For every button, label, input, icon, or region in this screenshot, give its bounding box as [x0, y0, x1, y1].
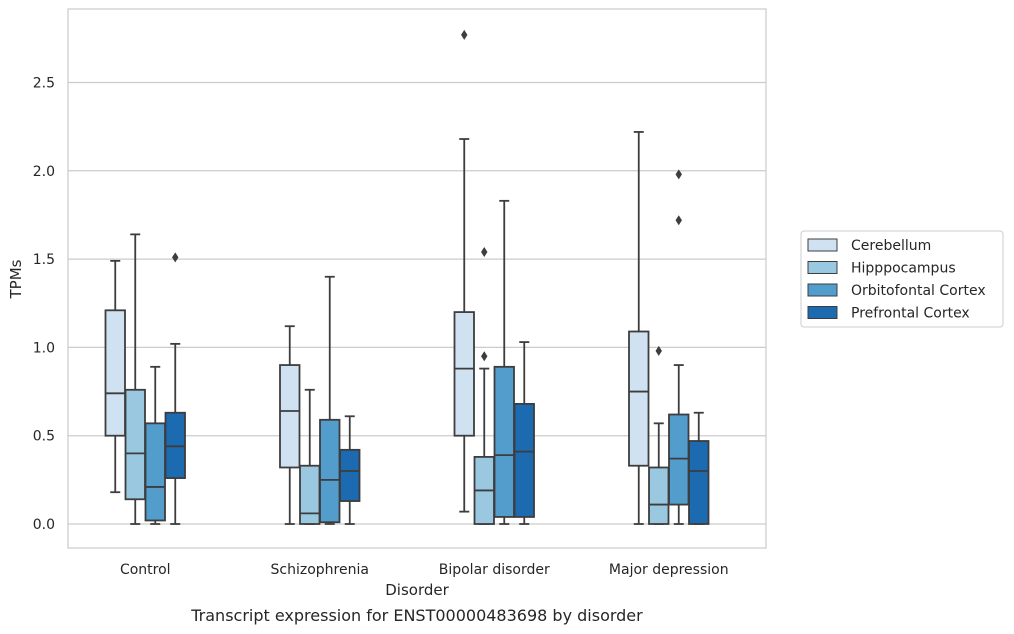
box-iqr — [299, 464, 321, 525]
outlier-point — [675, 215, 682, 226]
outlier-point — [481, 351, 488, 362]
box-hipppocampus — [648, 345, 670, 525]
legend-label: Cerebellum — [851, 238, 931, 254]
box-iqr — [104, 309, 126, 437]
y-tick-label: 1.5 — [33, 252, 55, 268]
box-iqr — [124, 388, 146, 501]
box-groups — [104, 29, 710, 525]
box-iqr — [453, 311, 475, 437]
box-iqr — [493, 365, 515, 518]
x-tick-label: Bipolar disorder — [439, 562, 550, 578]
box-iqr — [648, 466, 670, 525]
outlier-point — [461, 29, 468, 40]
outlier-point — [655, 345, 662, 356]
legend-label: Orbitofontal Cortex — [851, 283, 986, 299]
box-orbitofontal-cortex — [668, 169, 690, 525]
box-orbitofontal-cortex — [144, 365, 166, 525]
box-cerebellum — [453, 29, 475, 513]
plot-frame — [67, 8, 767, 549]
box-cerebellum — [104, 259, 126, 494]
legend-label: Hipppocampus — [851, 261, 956, 277]
box-iqr — [513, 403, 535, 518]
legend-swatch — [807, 238, 838, 252]
legend: Cerebellum Hipppocampus Orbitofontal Corte… — [800, 230, 1004, 328]
y-tick-label: 0.5 — [33, 429, 55, 445]
box-iqr — [339, 448, 361, 502]
y-axis-title: TPMs — [7, 259, 25, 299]
box-prefrontal-cortex — [164, 252, 186, 525]
box-iqr — [319, 418, 341, 524]
legend-swatch — [807, 261, 838, 274]
outlier-point — [675, 169, 682, 180]
x-axis-title: Disorder — [385, 581, 449, 599]
box-prefrontal-cortex — [339, 415, 361, 525]
legend-swatch — [807, 283, 838, 297]
legend-swatch — [807, 306, 838, 319]
chart-caption: Transcript expression for ENST0000048369… — [191, 606, 643, 625]
x-tick-label: Schizophrenia — [271, 562, 369, 578]
box-iqr — [279, 364, 301, 469]
x-axis-ticks: Control Schizophrenia Bipolar disorder Majo… — [120, 562, 729, 578]
legend-label: Prefrontal Cortex — [851, 306, 970, 322]
box-iqr — [144, 422, 166, 522]
x-tick-label: Major depression — [609, 562, 729, 578]
box-prefrontal-cortex — [513, 341, 535, 525]
y-tick-label: 0.0 — [33, 517, 55, 533]
box-prefrontal-cortex — [688, 411, 710, 525]
legend-frame — [800, 230, 1004, 328]
x-tick-label: Control — [120, 562, 171, 578]
box-orbitofontal-cortex — [319, 275, 341, 525]
box-hipppocampus — [473, 247, 495, 525]
box-hipppocampus — [124, 233, 146, 525]
box-orbitofontal-cortex — [493, 199, 515, 525]
y-tick-label: 2.0 — [33, 164, 55, 180]
outlier-point — [172, 252, 179, 263]
box-iqr — [628, 330, 650, 467]
y-axis-ticks: 0.0 0.5 1.0 1.5 2.0 2.5 — [33, 76, 55, 534]
box-cerebellum — [628, 131, 650, 525]
y-tick-label: 2.5 — [33, 76, 55, 92]
box-iqr — [688, 440, 710, 525]
outlier-point — [481, 247, 488, 258]
box-hipppocampus — [299, 388, 321, 525]
box-cerebellum — [279, 325, 301, 525]
y-tick-label: 1.0 — [33, 340, 55, 356]
